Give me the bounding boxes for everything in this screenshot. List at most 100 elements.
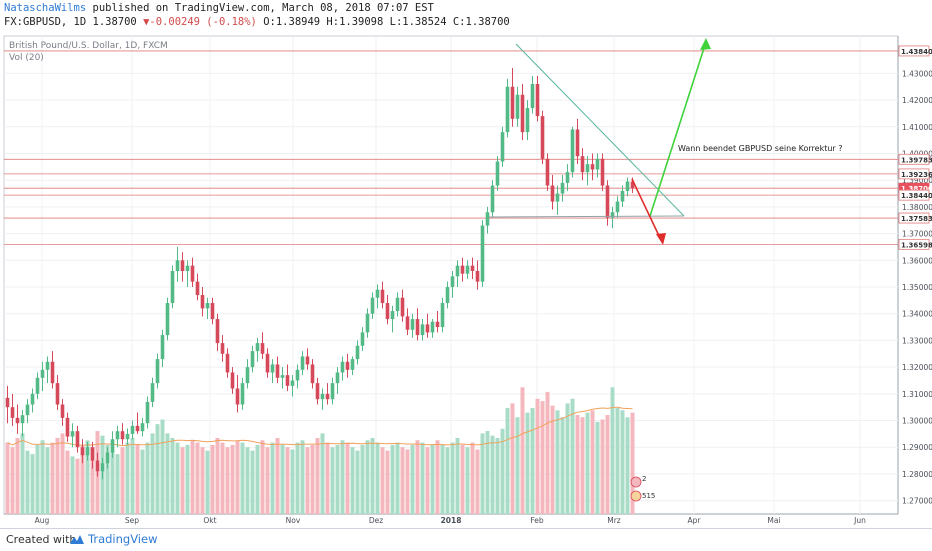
candle-body [625,181,630,191]
volume-bar [75,458,80,514]
bullish-arrow-head [700,38,711,50]
candle-body [260,343,265,354]
candle-body [40,369,45,378]
volume-bar [475,449,480,514]
candle-body [430,321,435,333]
x-tick-label: Aug [35,516,50,525]
volume-bar [560,417,565,514]
candle-body [455,265,460,277]
candle-body [590,164,595,170]
x-tick-label: Mrz [607,516,621,525]
y-tick-label: 1.27000 [902,497,932,506]
volume-bar [295,442,300,514]
candle-body [470,265,475,271]
candle-body [220,343,225,354]
candle [120,423,125,445]
volume-bar [595,421,600,514]
volume-bar [195,442,200,514]
candle-body [145,401,150,424]
candle-body [550,185,555,202]
volume-bar [525,412,530,514]
author-link[interactable]: NataschaWilms [4,2,87,14]
level-price-label: 1.36598 [901,241,932,249]
volume-bar [540,401,545,514]
candle [295,364,300,389]
candle [140,417,145,437]
candle-body [425,324,430,333]
candle [15,404,20,434]
candle [55,375,60,410]
y-tick-label: 1.39000 [902,176,932,185]
candle-body [360,332,365,346]
candle-body [20,415,25,424]
volume-bar [230,444,235,514]
volume-bar [380,447,385,514]
candle-body [595,158,600,170]
candle-body [500,132,505,162]
y-tick-label: 1.38000 [902,203,932,212]
x-tick-label: Mai [767,516,780,525]
tradingview-link[interactable]: TradingView [70,532,157,546]
volume-bar [305,447,310,514]
volume-bar [130,437,135,514]
candle-body [80,447,85,456]
level-price-label: 1.39236 [901,171,932,179]
candle [115,425,120,448]
candle-body [375,289,380,298]
price-chart[interactable]: 1.27000 1.28000 1.29000 1.30000 1.31000 1.320… [0,30,932,528]
event-badge-icon [630,490,642,502]
candle [615,196,620,218]
candle [180,252,185,282]
candle [570,126,575,178]
candle-body [100,463,105,472]
y-tick-label: 1.28000 [902,470,932,479]
candle-body [440,303,445,328]
footer-bar: Created with TradingView [0,528,932,551]
volume-bar [500,428,505,514]
candle-body [600,158,605,186]
level-price-tag [898,238,930,250]
candle-body [175,260,180,271]
candle [145,396,150,429]
volume-bar [285,447,290,514]
candle [305,348,310,370]
candle-body [415,319,420,336]
candle-body [245,367,250,384]
x-tick-label: Apr [688,516,702,525]
candle-body [445,287,450,304]
candle [190,257,195,288]
candle [75,425,80,453]
candle [605,180,610,226]
candle-body [570,129,575,173]
candle-body [50,361,55,384]
symbol-info: FX:GBPUSD, 1D 1.38700 [4,16,137,28]
candle [65,412,70,442]
candle-body [400,297,405,317]
candle-body [615,201,620,213]
candle [380,281,385,309]
candle [300,351,305,376]
volume-bar [580,417,585,514]
volume-bar [370,437,375,514]
candle [480,220,485,288]
volume-bar [375,442,380,514]
candle-body [185,265,190,271]
candle [370,292,375,320]
x-tick-label: 2018 [441,516,462,525]
candle-body [45,361,50,370]
volume-bar [625,417,630,514]
volume-bar [480,433,485,514]
volume-bar [25,450,30,514]
volume-bar [435,440,440,514]
candle-body [520,94,525,133]
candle-body [150,383,155,402]
y-tick-label: 1.35000 [902,283,932,292]
candle [445,281,450,309]
candle [610,206,615,229]
candle-body [305,356,310,365]
volume-bar [410,444,415,514]
candle-body [5,397,10,408]
volume-bar [70,456,75,514]
candle [425,313,430,338]
candle [165,297,170,341]
